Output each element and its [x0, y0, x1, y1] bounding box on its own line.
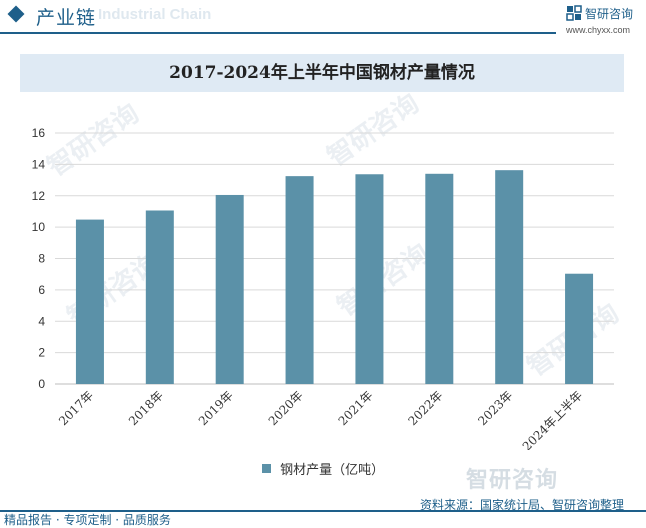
- y-tick-label: 10: [32, 220, 46, 234]
- y-tick-label: 6: [38, 283, 45, 297]
- chart-legend: 钢材产量（亿吨）: [262, 458, 385, 478]
- x-tick-label: 2018年: [126, 388, 166, 428]
- x-tick-label: 2017年: [56, 388, 96, 428]
- bar: [355, 174, 384, 384]
- footer-brand-watermark: 智研咨询: [466, 468, 559, 493]
- section-subtitle-watermark: Industrial Chain: [98, 6, 212, 23]
- x-tick-label: 2024年上半年: [520, 388, 585, 450]
- bar-chart: 0 2 4 6 8 10 12 14 16 2017年 2018年 2019年 2020年 2021年 20…: [32, 126, 614, 450]
- bar: [75, 219, 104, 384]
- y-tick-label: 14: [32, 157, 46, 171]
- x-tick-label: 2020年: [266, 388, 306, 428]
- header-divider: [0, 32, 556, 34]
- y-tick-label: 0: [38, 377, 45, 391]
- brand-name: 智研咨询: [585, 7, 634, 21]
- y-tick-label: 2: [38, 346, 45, 360]
- footer-divider: [0, 510, 646, 512]
- y-tick-label: 8: [38, 252, 45, 266]
- bar: [215, 194, 244, 384]
- bar: [495, 170, 524, 384]
- bar: [145, 210, 174, 384]
- bar: [565, 273, 594, 384]
- brand-block: 智研咨询 www.chyxx.com: [566, 4, 646, 35]
- section-title: 产业链: [36, 7, 97, 29]
- x-tick-label: 2022年: [405, 388, 445, 428]
- bar: [425, 173, 454, 384]
- bar: [285, 176, 314, 384]
- legend-label: 钢材产量（亿吨）: [280, 463, 385, 478]
- legend-swatch: [262, 464, 271, 473]
- y-tick-label: 12: [32, 189, 46, 203]
- page-header: 产业链 Industrial Chain: [0, 0, 646, 34]
- x-tick-label: 2023年: [475, 388, 515, 428]
- y-tick-label: 4: [38, 314, 45, 328]
- footer-tagline: 精品报告 · 专项定制 · 品质服务: [4, 513, 171, 527]
- y-tick-label: 16: [32, 126, 46, 140]
- data-source: 资料来源：国家统计局、智研咨询整理: [420, 498, 625, 512]
- x-tick-label: 2021年: [336, 388, 376, 428]
- chart-title-band: 2017-2024年上半年中国钢材产量情况: [20, 54, 624, 92]
- brand-logo-icon: [566, 5, 582, 21]
- brand-url: www.chyxx.com: [566, 25, 631, 35]
- diamond-icon: [7, 5, 25, 23]
- chart-title: 2017-2024年上半年中国钢材产量情况: [169, 63, 475, 83]
- x-tick-label: 2019年: [196, 388, 236, 428]
